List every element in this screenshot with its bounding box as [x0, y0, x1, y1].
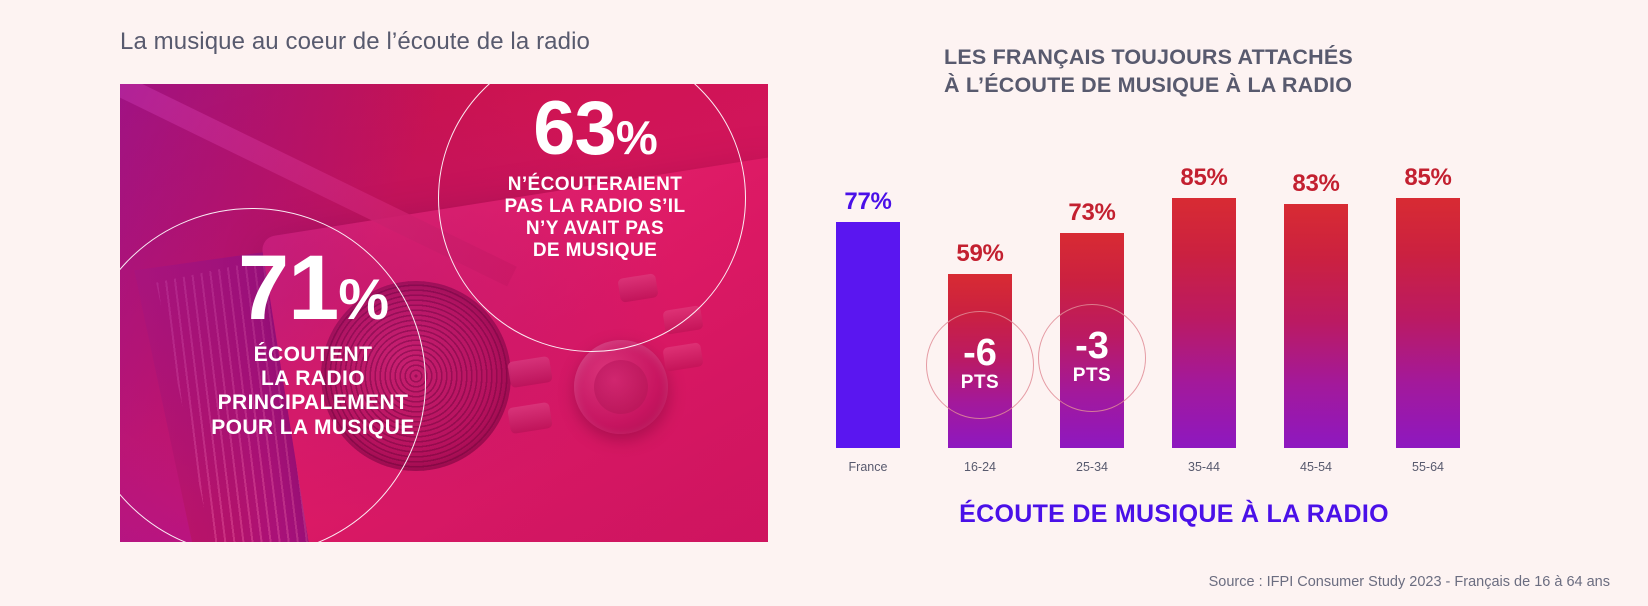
- chart-caption: ÉCOUTE DE MUSIQUE À LA RADIO: [959, 500, 1389, 528]
- stat-description-line: PRINCIPALEMENT: [217, 391, 409, 415]
- bar-chart: 77% France 59% 16-24 -6 PTS 73% 25-34 -3 PTS 85% 35…: [824, 130, 1524, 474]
- stat-description-line: PAS LA RADIO S’IL: [504, 195, 686, 217]
- stat-description-63: N’ÉCOUTERAIENT PAS LA RADIO S’IL N’Y AVAIT…: [460, 174, 730, 262]
- stat-value-63: 63: [533, 86, 617, 171]
- stat-circle-71: [120, 208, 426, 542]
- bar-column-35-44: 85% 35-44: [1172, 130, 1236, 474]
- left-panel-title: La musique au coeur de l’écoute de la ra…: [120, 28, 590, 55]
- bar-value-label-55-64: 85%: [1404, 163, 1452, 191]
- percent-sign: %: [338, 268, 389, 332]
- delta-value: -3: [1075, 324, 1109, 367]
- delta-badge-16-24: -6 PTS: [926, 310, 1034, 419]
- stat-value-71: 71: [237, 237, 339, 339]
- bar-category-label-25-34: 25-34: [1076, 460, 1108, 474]
- bar-55-64: [1396, 197, 1460, 448]
- bar-category-label-45-54: 45-54: [1300, 460, 1332, 474]
- bar-value-label-france: 77%: [844, 187, 892, 215]
- chart-title: LES FRANÇAIS TOUJOURS ATTACHÉS À L’ÉCOUT…: [944, 44, 1353, 99]
- bar-column-25-34: 73% 25-34 -3 PTS: [1038, 130, 1146, 474]
- chart-title-line-1: LES FRANÇAIS TOUJOURS ATTACHÉS: [944, 45, 1353, 69]
- chart-source: Source : IFPI Consumer Study 2023 - Fran…: [1208, 574, 1610, 590]
- stat-callout-63: 63% N’ÉCOUTERAIENT PAS LA RADIO S’IL N’Y A…: [460, 91, 730, 262]
- stat-description-line: ÉCOUTENT: [253, 342, 373, 366]
- delta-unit: PTS: [1072, 365, 1112, 387]
- bar-category-label-france: France: [848, 460, 888, 474]
- bar-45-54: [1284, 203, 1348, 448]
- stat-description-line: N’Y AVAIT PAS: [525, 217, 665, 239]
- stat-description-71: ÉCOUTENT LA RADIO PRINCIPALEMENT POUR LA MU…: [148, 343, 478, 440]
- bar-column-45-54: 83% 45-54: [1284, 130, 1348, 474]
- delta-value: -6: [963, 331, 997, 374]
- bar-category-label-35-44: 35-44: [1188, 460, 1220, 474]
- delta-unit: PTS: [960, 372, 1000, 394]
- bar-value-label-45-54: 83%: [1292, 169, 1340, 197]
- stat-callout-71: 71% ÉCOUTENT LA RADIO PRINCIPALEMENT POUR L…: [148, 242, 478, 440]
- stat-description-line: DE MUSIQUE: [532, 240, 658, 261]
- chart-title-line-2: À L’ÉCOUTE DE MUSIQUE À LA RADIO: [944, 72, 1353, 97]
- bar-column-55-64: 85% 55-64: [1396, 130, 1460, 474]
- stat-number-63: 63%: [460, 91, 730, 167]
- stat-description-line: N’ÉCOUTERAIENT: [507, 173, 683, 195]
- stat-description-line: POUR LA MUSIQUE: [211, 415, 415, 439]
- delta-badge-25-34: -3 PTS: [1038, 303, 1146, 412]
- bar-value-label-35-44: 85%: [1180, 163, 1228, 191]
- bar-column-france: 77% France: [836, 130, 900, 474]
- bar-value-label-16-24: 59%: [956, 240, 1004, 268]
- radio-photo-panel: 71% ÉCOUTENT LA RADIO PRINCIPALEMENT POUR L…: [120, 84, 768, 542]
- percent-sign: %: [615, 111, 658, 164]
- bar-value-label-25-34: 73%: [1068, 199, 1116, 227]
- stat-number-71: 71%: [148, 242, 478, 334]
- bar-35-44: [1172, 197, 1236, 448]
- stat-description-line: LA RADIO: [261, 366, 365, 390]
- bar-category-label-16-24: 16-24: [964, 460, 996, 474]
- bar-category-label-55-64: 55-64: [1412, 460, 1444, 474]
- bar-france: [836, 221, 900, 448]
- bar-column-16-24: 59% 16-24 -6 PTS: [926, 130, 1034, 474]
